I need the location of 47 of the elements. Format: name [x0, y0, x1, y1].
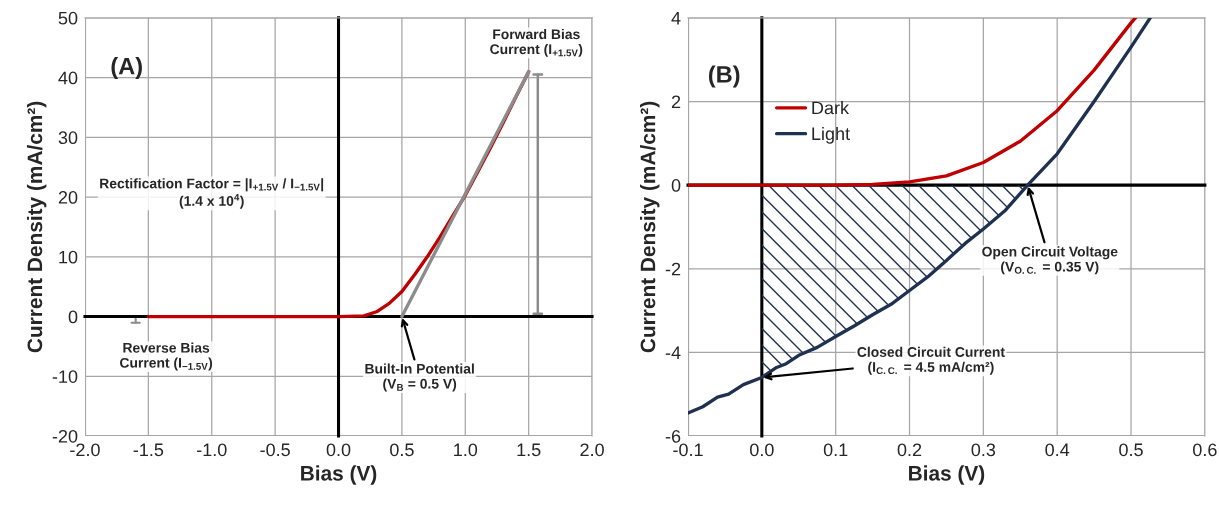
text: Rectification Factor = |I$_{+1.5V}$ / I$_{−1.5V}$| (1.4 x 10$^{4}$): [100, 178, 324, 209]
annotation: (B): [708, 65, 740, 88]
legend-label: Dark: [812, 101, 850, 115]
y-tick-label: 0: [68, 310, 78, 324]
line-series: [688, 17, 1138, 187]
legend-label: Light: [812, 126, 850, 144]
x-axis-title: Bias (V): [301, 465, 377, 485]
y-tick-label: -6: [665, 429, 681, 443]
y-tick-label: 30: [58, 131, 78, 145]
x-tick-label: 0.3: [971, 443, 996, 457]
x-tick-label: 0.6: [1193, 443, 1217, 457]
x-tick-label: -1.5: [133, 443, 164, 457]
y-tick-label: 10: [59, 250, 78, 264]
y-axis-title: Current Density (mA/cm²): [640, 101, 660, 353]
annotation: Built-In Potential (V$_{B}$ = 0.5 V): [365, 363, 474, 392]
y-tick-label: 20: [58, 191, 78, 204]
x-tick-label: -1.0: [196, 443, 227, 457]
annotation: Open Circuit Voltage (V$_{O.C.}$ = 0.35 V): [982, 246, 1118, 275]
x-tick-label: 0.5: [390, 443, 414, 457]
annotation: Closed Circuit Current (I$_{C.C.}$ = 4.5 mA/cm²): [857, 346, 1005, 375]
y-tick-label: 40: [58, 71, 78, 85]
x-tick-label: 0.5: [1119, 443, 1143, 457]
x-tick-label: 0.4: [1045, 443, 1070, 457]
x-tick-label: 0.0: [326, 443, 351, 457]
y-tick-label: 0: [671, 179, 681, 192]
line-series: [688, 17, 1152, 415]
y-tick-label: 4: [671, 12, 681, 25]
x-tick-label: 0.0: [750, 443, 774, 457]
y-tick-label: 2: [671, 95, 681, 109]
x-tick-label: 0.2: [897, 443, 922, 457]
x-tick-label: -2.0: [70, 443, 100, 457]
y-tick-label: -2: [665, 262, 681, 276]
y-tick-label: -10: [52, 370, 78, 383]
x-axis-title: Bias (V): [909, 465, 985, 485]
x-tick-label: -0.1: [673, 443, 703, 457]
annotation: (A): [111, 57, 142, 80]
y-tick-label: -20: [52, 429, 78, 443]
y-tick-label: 50: [58, 11, 78, 25]
x-tick-label: 1.0: [454, 443, 478, 457]
x-tick-label: 0.1: [823, 443, 848, 457]
x-tick-label: 1.5: [517, 443, 541, 457]
y-axis-title: Current Density (mA/cm²): [26, 101, 47, 353]
annotation: Forward Bias Current (I$_{+1.5V}$): [490, 28, 583, 57]
x-tick-label: -0.5: [260, 443, 290, 457]
x-tick-label: 2.0: [580, 443, 604, 457]
annotation: Reverse Bias Current (I$_{−1.5V}$): [120, 342, 213, 371]
y-tick-label: -4: [665, 346, 681, 359]
